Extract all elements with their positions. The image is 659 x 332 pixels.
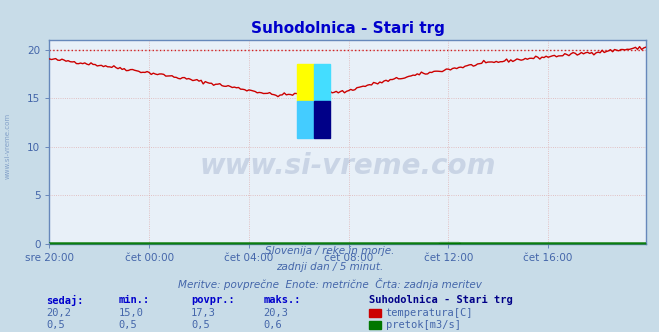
- Bar: [297, 64, 314, 101]
- Text: sedaj:: sedaj:: [46, 295, 84, 306]
- Bar: [314, 64, 330, 101]
- Text: Meritve: povprečne  Enote: metrične  Črta: zadnja meritev: Meritve: povprečne Enote: metrične Črta:…: [177, 278, 482, 290]
- Text: Slovenija / reke in morje.: Slovenija / reke in morje.: [265, 246, 394, 256]
- Text: povpr.:: povpr.:: [191, 295, 235, 305]
- Text: 0,6: 0,6: [264, 320, 282, 330]
- Text: www.si-vreme.com: www.si-vreme.com: [5, 113, 11, 179]
- Title: Suhodolnica - Stari trg: Suhodolnica - Stari trg: [250, 21, 445, 36]
- Bar: [314, 101, 330, 138]
- Text: 20,3: 20,3: [264, 308, 289, 318]
- Text: 0,5: 0,5: [191, 320, 210, 330]
- Text: 0,5: 0,5: [46, 320, 65, 330]
- Text: pretok[m3/s]: pretok[m3/s]: [386, 320, 461, 330]
- Text: 20,2: 20,2: [46, 308, 71, 318]
- Text: 15,0: 15,0: [119, 308, 144, 318]
- Text: 0,5: 0,5: [119, 320, 137, 330]
- Text: temperatura[C]: temperatura[C]: [386, 308, 473, 318]
- Text: Suhodolnica - Stari trg: Suhodolnica - Stari trg: [369, 295, 513, 305]
- Bar: [297, 101, 314, 138]
- Text: maks.:: maks.:: [264, 295, 301, 305]
- Text: zadnji dan / 5 minut.: zadnji dan / 5 minut.: [276, 262, 383, 272]
- Text: 17,3: 17,3: [191, 308, 216, 318]
- Text: www.si-vreme.com: www.si-vreme.com: [200, 152, 496, 180]
- Text: min.:: min.:: [119, 295, 150, 305]
